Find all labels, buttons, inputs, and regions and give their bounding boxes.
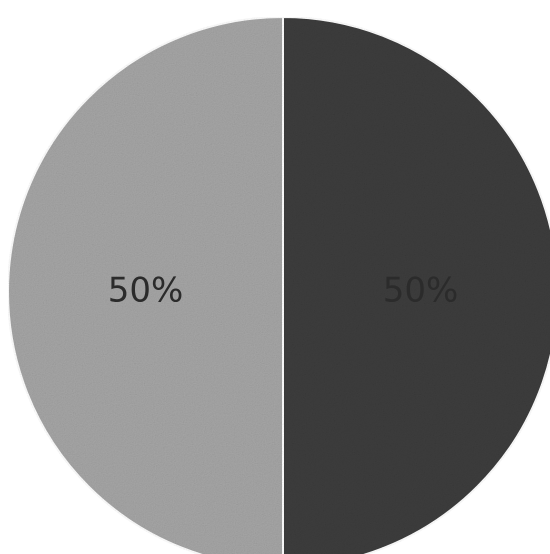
pie-slice-2: [282, 15, 550, 554]
pie-data-label-2: 50%: [383, 271, 459, 311]
pie-data-label-1: 50%: [108, 271, 184, 311]
pie-slice-1: [7, 15, 284, 554]
pie-slices: [7, 15, 550, 554]
pie-data-labels: 50% 50%: [108, 271, 459, 311]
